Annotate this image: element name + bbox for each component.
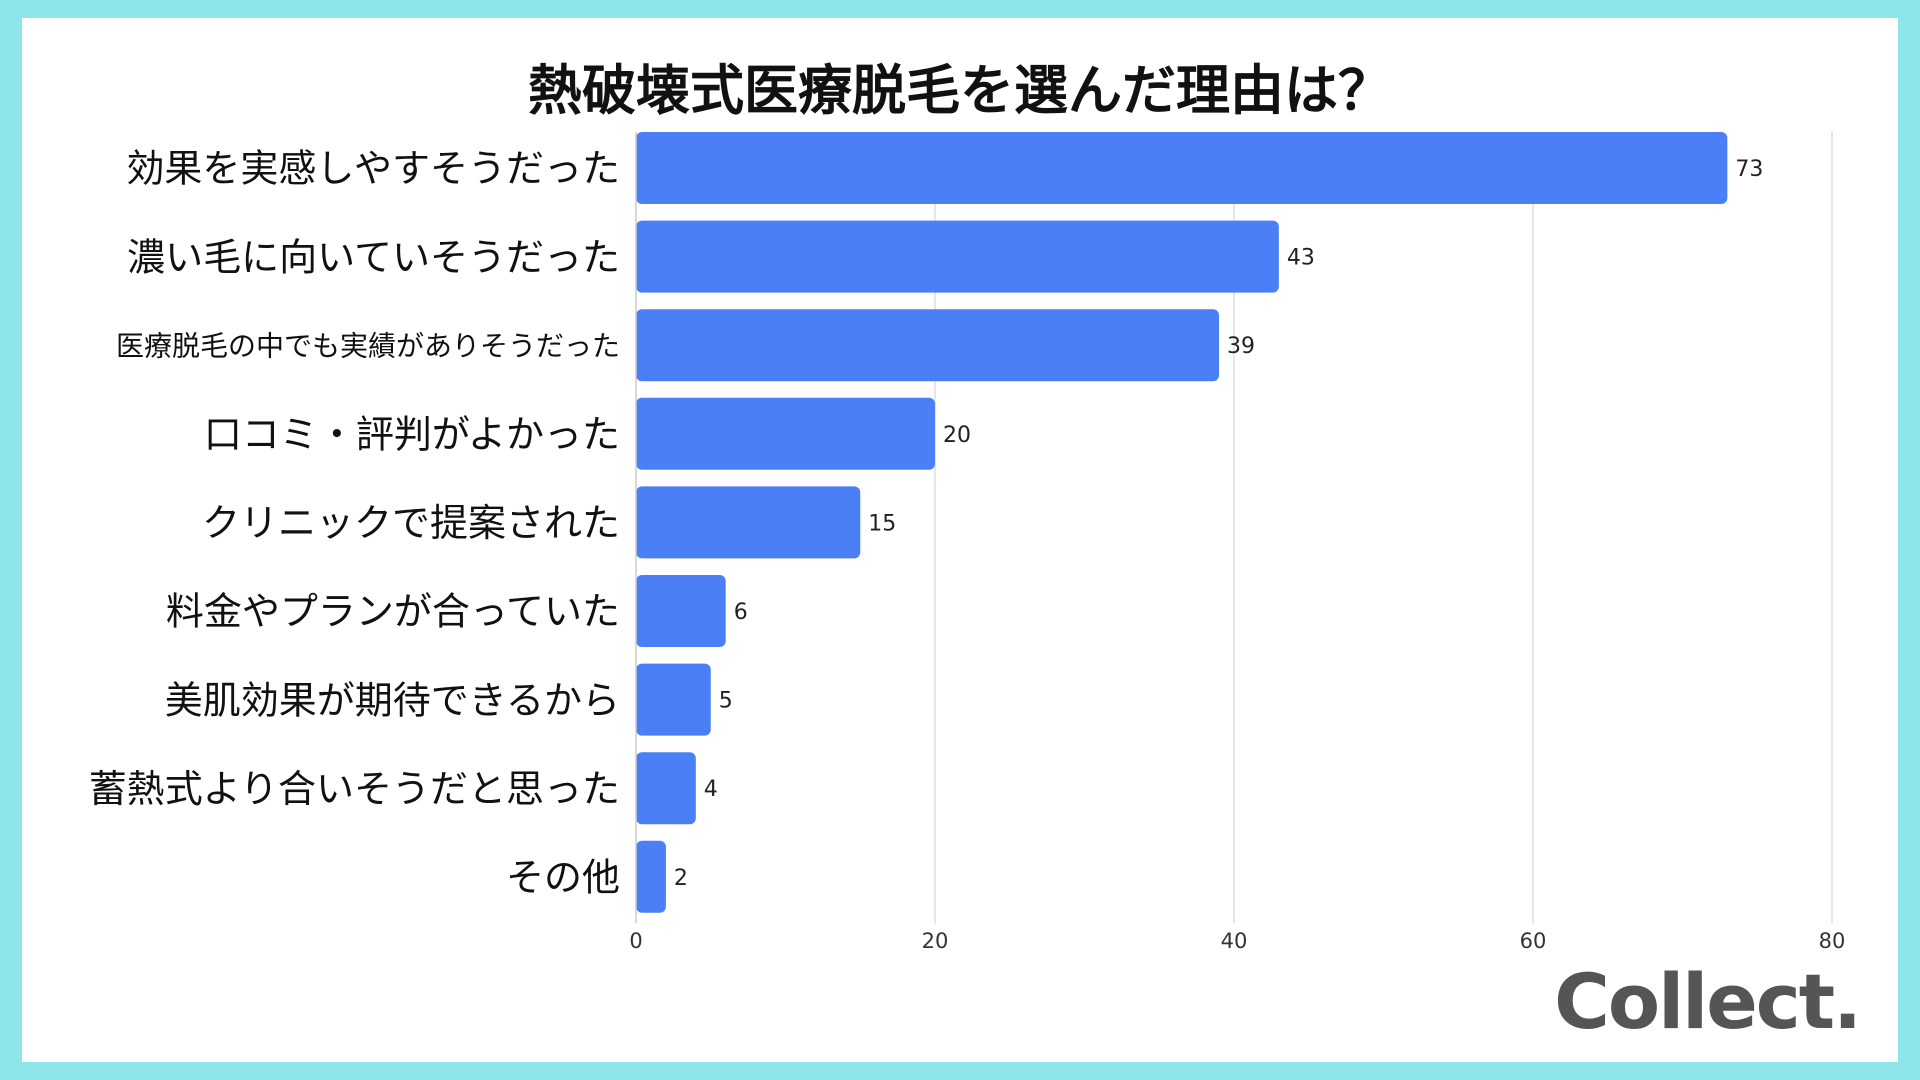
bar — [636, 840, 666, 913]
category-label: 口コミ・評判がよかった — [204, 412, 620, 456]
data-label: 73 — [1735, 157, 1763, 182]
category-label: その他 — [506, 855, 620, 899]
data-label: 20 — [943, 423, 971, 448]
category-label: 料金やプランが合っていた — [166, 590, 620, 634]
x-tick-label: 40 — [1221, 929, 1248, 953]
bar — [636, 486, 861, 559]
bar — [636, 752, 696, 825]
category-label: 美肌効果が期待できるから — [165, 678, 620, 722]
collect-logo: Collect. — [1554, 957, 1862, 1046]
category-label: 蓄熱式より合いそうだと思った — [89, 767, 620, 811]
chart-card: 熱破壊式医療脱毛を選んだ理由は？ 0 20 40 60 80 73 効果を実感しやすそうだっ… — [22, 18, 1898, 1062]
x-tick-label: 80 — [1819, 929, 1846, 953]
bar — [636, 220, 1279, 293]
data-label: 39 — [1227, 334, 1255, 359]
bar — [636, 132, 1728, 204]
bar — [636, 309, 1220, 382]
x-tick-label: 60 — [1520, 929, 1547, 953]
data-label: 4 — [704, 777, 718, 802]
category-label: 濃い毛に向いていそうだった — [127, 235, 620, 279]
category-label: 効果を実感しやすそうだった — [126, 147, 620, 191]
data-label: 43 — [1287, 246, 1315, 271]
data-label: 6 — [734, 600, 748, 625]
bar — [636, 575, 726, 647]
bar — [636, 663, 711, 736]
x-tick-label: 20 — [922, 929, 949, 953]
data-label: 2 — [674, 866, 688, 891]
x-tick-label: 0 — [629, 929, 642, 953]
data-label: 5 — [719, 689, 733, 714]
category-label: クリニックで提案された — [202, 501, 620, 545]
bar — [636, 397, 935, 470]
data-label: 15 — [868, 511, 896, 536]
category-label: 医療脱毛の中でも実績がありそうだった — [116, 329, 620, 362]
bar-chart: 0 20 40 60 80 73 効果を実感しやすそうだった 43 濃い毛に向いていそうだった 3… — [89, 132, 1846, 953]
chart-title: 熱破壊式医療脱毛を選んだ理由は？ — [528, 59, 1392, 122]
